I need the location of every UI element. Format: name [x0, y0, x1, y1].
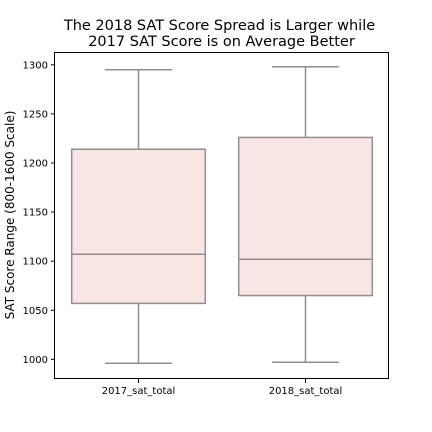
- chart-title: The 2018 SAT Score Spread is Larger whil…: [63, 18, 375, 50]
- y-tick-label: 1000: [23, 355, 48, 366]
- y-axis-label: SAT Score Range (800-1600 Scale): [3, 111, 17, 320]
- box-iqr: [237, 136, 374, 297]
- chart-title-line-2: 2017 SAT Score is on Average Better: [88, 34, 355, 50]
- box-2017_sat_total: [70, 68, 207, 365]
- y-tick-label: 1300: [23, 60, 48, 71]
- chart-title-line-1: The 2018 SAT Score Spread is Larger whil…: [63, 18, 375, 34]
- x-axis: 2017_sat_total 2018_sat_total: [102, 379, 343, 397]
- box-2018_sat_total: [237, 65, 374, 364]
- y-tick-label: 1050: [23, 306, 48, 317]
- y-tick-label: 1150: [23, 208, 48, 219]
- plot-frame: [54, 52, 389, 379]
- x-tick-label: 2017_sat_total: [102, 386, 176, 397]
- y-tick-label: 1100: [23, 257, 48, 268]
- y-axis: 1000 1050 1100 1150 1200 1250 1300: [23, 60, 55, 366]
- y-tick-label: 1250: [23, 109, 48, 120]
- y-tick-label: 1200: [23, 158, 48, 169]
- plot-area: [70, 65, 374, 365]
- box-iqr: [70, 148, 207, 305]
- x-tick-label: 2018_sat_total: [269, 386, 343, 397]
